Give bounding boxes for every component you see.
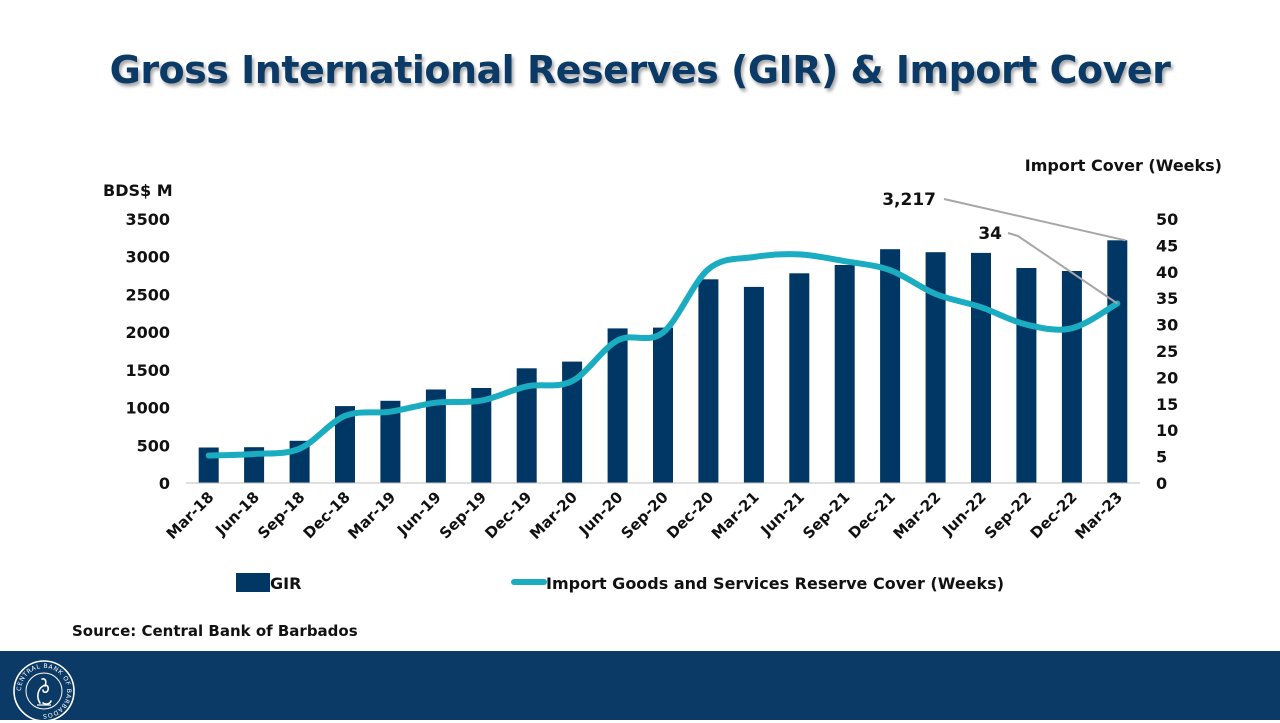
right-tick-label: 5 [1156, 448, 1167, 467]
x-tick-label: Sep-18 [254, 488, 308, 542]
right-tick-label: 35 [1156, 289, 1178, 308]
x-tick-label: Mar-21 [708, 488, 763, 543]
page-title: Gross International Reserves (GIR) & Imp… [109, 48, 1171, 92]
gir-bar-Mar-23 [1107, 240, 1128, 483]
annotation-leader-gir [943, 198, 1126, 242]
left-tick-label: 2500 [125, 285, 170, 304]
x-tick-label: Sep-20 [618, 488, 672, 542]
right-tick-label: 50 [1156, 210, 1178, 229]
gir-bar-Sep-22 [1016, 268, 1037, 483]
gir-bar-Sep-21 [834, 265, 855, 483]
gir-bar-Dec-21 [880, 249, 901, 483]
right-tick-label: 0 [1156, 474, 1167, 493]
right-tick-label: 20 [1156, 368, 1178, 387]
gir-bar-Dec-20 [698, 279, 719, 483]
right-tick-label: 10 [1156, 421, 1178, 440]
gir-bar-Jun-20 [607, 328, 628, 483]
left-tick-label: 1500 [125, 361, 170, 380]
x-tick-label: Dec-21 [845, 488, 899, 542]
annotation-gir-latest: 3,217 [882, 190, 936, 210]
gir-bar-Jun-19 [425, 389, 446, 483]
x-tick-label: Sep-21 [799, 488, 853, 542]
left-tick-label: 3500 [125, 210, 170, 229]
right-tick-label: 40 [1156, 263, 1178, 282]
annotation-leader-cover [1007, 232, 1118, 305]
gir-bar-Mar-21 [743, 286, 764, 483]
legend-label-gir: GIR [270, 574, 301, 593]
right-tick-label: 30 [1156, 316, 1178, 335]
x-tick-label: Dec-20 [663, 488, 717, 542]
gir-bar-Mar-22 [925, 252, 946, 483]
gir-bar-Dec-18 [335, 406, 355, 483]
gir-bar-Dec-19 [516, 368, 537, 483]
source-note: Source: Central Bank of Barbados [72, 622, 358, 640]
left-tick-label: 0 [159, 474, 170, 493]
right-tick-label: 25 [1156, 342, 1178, 361]
gir-bar-Sep-19 [471, 388, 492, 483]
gir-bar-Sep-20 [653, 327, 673, 483]
import-cover-line [205, 251, 1121, 459]
x-tick-label: Sep-19 [436, 488, 490, 542]
gir-bar-Dec-22 [1061, 271, 1082, 483]
legend-swatch-gir [236, 573, 270, 592]
left-tick-label: 2000 [125, 323, 170, 342]
gir-bar-Mar-20 [562, 361, 583, 483]
legend-label-cover: Import Goods and Services Reserve Cover … [546, 574, 1004, 593]
x-tick-label: Sep-22 [981, 488, 1035, 542]
central-bank-seal-icon: CENTRAL BANK OF BARBADOS [13, 660, 75, 722]
x-tick-label: Dec-19 [481, 488, 535, 542]
left-axis-label: BDS$ M [103, 181, 173, 200]
x-tick-label: Mar-20 [526, 488, 581, 543]
right-axis-label: Import Cover (Weeks) [1025, 156, 1222, 175]
left-tick-label: 1000 [125, 399, 170, 418]
left-tick-label: 3000 [125, 248, 170, 267]
gir-bar-Jun-21 [789, 273, 810, 483]
gir-bar-Jun-22 [971, 252, 991, 483]
x-tick-label: Dec-22 [1027, 488, 1081, 542]
gir-bar-Mar-19 [380, 400, 401, 483]
x-tick-label: Mar-22 [890, 488, 945, 543]
left-tick-label: 500 [137, 436, 170, 455]
x-tick-label: Mar-18 [163, 488, 218, 543]
footer-bar: CENTRAL BANK OF BARBADOS [0, 651, 1280, 722]
right-tick-label: 15 [1156, 395, 1178, 414]
combo-chart: 0 500 1000 1500 2000 2500 3000 3500 BDS$ M 0 5 10 15… [103, 156, 1222, 593]
x-tick-label: Mar-19 [344, 488, 399, 543]
x-tick-label: Dec-18 [300, 488, 354, 542]
annotation-cover-latest: 34 [978, 224, 1002, 244]
x-tick-label: Mar-23 [1071, 488, 1126, 543]
right-tick-label: 45 [1156, 236, 1178, 255]
